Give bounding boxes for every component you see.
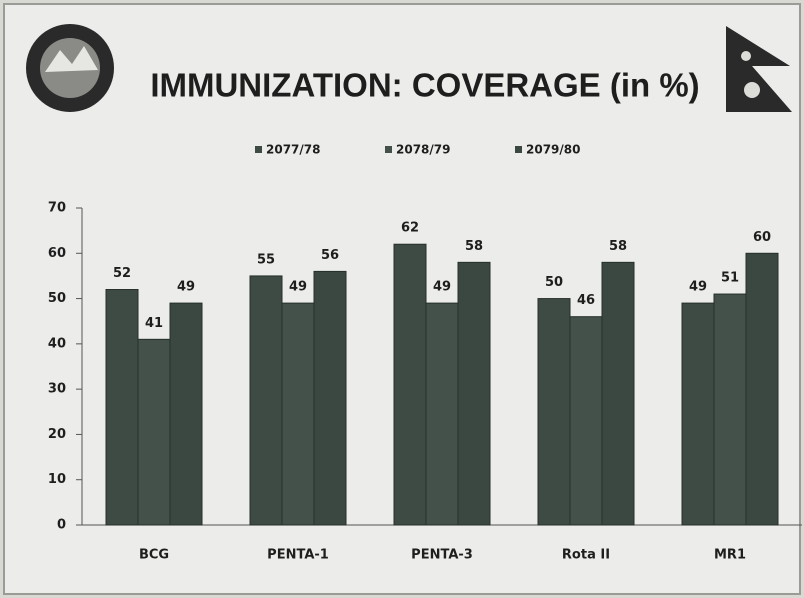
y-tick-label: 10	[48, 472, 66, 487]
y-tick-label: 20	[48, 427, 66, 442]
y-tick-label: 70	[48, 201, 66, 216]
data-label: 60	[753, 230, 771, 245]
bar	[601, 261, 635, 526]
bar	[425, 302, 459, 526]
bar	[105, 289, 139, 526]
bar	[745, 252, 779, 526]
legend-label: 2079/80	[526, 143, 580, 157]
bar	[249, 275, 283, 526]
x-tick-label: PENTA-1	[267, 548, 329, 563]
data-label: 49	[289, 280, 307, 295]
emblem	[26, 24, 114, 112]
bar	[537, 298, 571, 526]
bar	[681, 302, 715, 526]
bar	[393, 243, 427, 526]
legend-label: 2077/78	[266, 143, 320, 157]
bar	[281, 302, 315, 526]
y-tick-label: 60	[48, 246, 66, 261]
data-label: 56	[321, 248, 339, 263]
data-label: 41	[145, 316, 163, 331]
data-label: 51	[721, 271, 739, 286]
flag	[726, 26, 792, 112]
x-tick-label: MR1	[714, 548, 746, 563]
data-label: 58	[609, 239, 627, 254]
y-tick-label: 30	[48, 382, 66, 397]
legend-swatch	[255, 146, 262, 153]
data-label: 58	[465, 239, 483, 254]
data-label: 49	[689, 280, 707, 295]
data-label: 50	[545, 275, 563, 290]
legend-swatch	[515, 146, 522, 153]
legend-swatch	[385, 146, 392, 153]
y-tick-label: 0	[57, 518, 66, 533]
bar	[569, 316, 603, 526]
data-label: 49	[177, 280, 195, 295]
bar	[457, 261, 491, 526]
data-label: 46	[577, 293, 595, 308]
data-label: 62	[401, 221, 419, 236]
legend-label: 2078/79	[396, 143, 450, 157]
x-tick-label: Rota II	[562, 548, 610, 563]
bar	[313, 270, 347, 526]
x-tick-label: BCG	[139, 548, 169, 563]
y-tick-label: 50	[48, 291, 66, 306]
data-label: 52	[113, 266, 131, 281]
y-tick-label: 40	[48, 336, 66, 351]
bar	[169, 302, 203, 526]
data-label: 55	[257, 252, 275, 267]
bar	[137, 338, 171, 526]
bar	[713, 293, 747, 526]
x-tick-label: PENTA-3	[411, 548, 473, 563]
data-label: 49	[433, 280, 451, 295]
chart-title: IMMUNIZATION: COVERAGE (in %)	[150, 67, 699, 104]
